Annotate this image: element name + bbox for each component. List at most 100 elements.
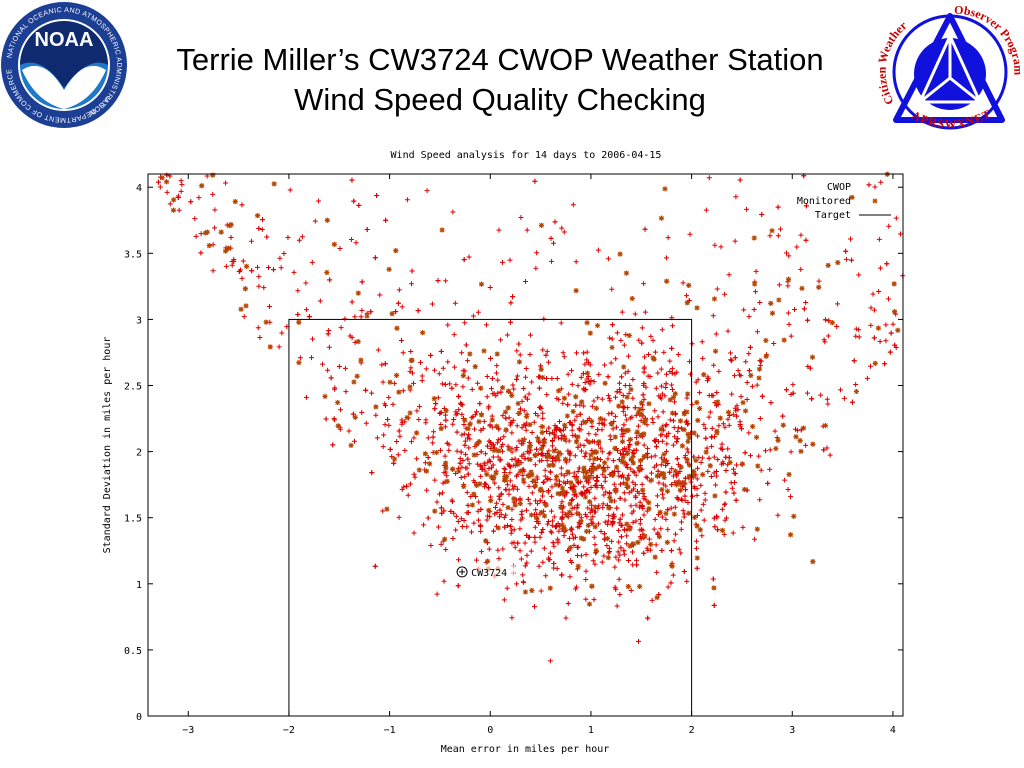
cwop-point (824, 396, 830, 402)
monitored-point (829, 320, 835, 326)
cwop-point (674, 473, 680, 479)
cwop-point (660, 495, 666, 501)
cwop-point (467, 436, 473, 442)
cwop-point (652, 438, 658, 444)
monitored-point (531, 478, 537, 484)
cwop-point (672, 504, 678, 510)
monitored-point (667, 397, 673, 403)
cwop-point (359, 279, 365, 285)
cwop-point (645, 450, 651, 456)
cwop-point (465, 435, 471, 441)
cwop-point (509, 615, 515, 621)
cwop-point (659, 391, 665, 397)
cwop-point (640, 392, 646, 398)
cwop-point (685, 449, 691, 455)
cwop-point (602, 417, 608, 423)
cwop-point (416, 417, 422, 423)
cwop-point (457, 456, 463, 462)
cwop-point (592, 561, 598, 567)
cwop-point (495, 547, 501, 553)
cwop-point (735, 407, 741, 413)
cwop-point (547, 469, 553, 475)
monitored-point (609, 421, 615, 427)
cwop-point (545, 521, 551, 527)
monitored-point (694, 523, 700, 529)
monitored-point (634, 429, 640, 435)
cwop-point (694, 486, 700, 492)
monitored-point (424, 468, 430, 474)
cwop-point (369, 390, 375, 396)
cwop-point (663, 483, 669, 489)
cwop-point (714, 389, 720, 395)
cwop-point (654, 462, 660, 468)
cwop-point (818, 392, 824, 398)
cwop-point (729, 485, 735, 491)
cwop-point (712, 242, 718, 248)
cwop-point (651, 438, 657, 444)
cwop-point (695, 433, 701, 439)
cwop-point (320, 361, 326, 367)
cwop-point (259, 227, 265, 233)
highlight-label: CW3724 (471, 568, 507, 579)
cwop-point (715, 456, 721, 462)
cwop-point (440, 480, 446, 486)
cwop-point (551, 561, 557, 567)
cwop-point (549, 508, 555, 514)
monitored-point (164, 179, 170, 185)
cwop-point (649, 597, 655, 603)
x-tick-label: −1 (384, 725, 396, 736)
cwop-point (628, 588, 634, 594)
cwop-point (498, 337, 504, 343)
cwop-point (768, 400, 774, 406)
cwop-point (679, 497, 685, 503)
cwop-point (352, 438, 358, 444)
monitored-point (210, 172, 216, 178)
cwop-point (522, 456, 528, 462)
cwop-point (549, 443, 555, 449)
monitored-point (617, 251, 623, 257)
cwop-point (788, 449, 794, 455)
cwop-point (659, 383, 665, 389)
monitored-point (525, 473, 531, 479)
cwop-point (642, 226, 648, 232)
cwop-point (671, 425, 677, 431)
cwop-point (616, 473, 622, 479)
monitored-point (170, 207, 176, 213)
cwop-point (711, 454, 717, 460)
cwop-point (386, 394, 392, 400)
monitored-point (605, 536, 611, 542)
monitored-point (537, 487, 543, 493)
cwop-point (299, 234, 305, 240)
cwop-point (390, 401, 396, 407)
y-tick-label: 1.5 (124, 514, 142, 525)
monitored-point (629, 296, 635, 302)
cwop-point (568, 485, 574, 491)
x-axis-ticks: −3 −2 −1 0 1 2 3 4 (182, 174, 896, 736)
cwop-point (495, 390, 501, 396)
cwop-point (389, 454, 395, 460)
monitored-point (516, 410, 522, 416)
cwop-point (559, 499, 565, 505)
cwop-point (178, 188, 184, 194)
monitored-point (443, 465, 449, 471)
cwop-point (654, 493, 660, 499)
cwop-point (400, 350, 406, 356)
monitored-point (579, 399, 585, 405)
cwop-point (638, 516, 644, 522)
cwop-point (576, 425, 582, 431)
cwop-point (358, 314, 364, 320)
cwop-point (533, 265, 539, 271)
cwop-point (785, 486, 791, 492)
cwop-point (551, 565, 557, 571)
monitored-point (654, 473, 660, 479)
x-tick-label: −3 (182, 725, 194, 736)
monitored-point (570, 409, 576, 415)
cwop-point (698, 482, 704, 488)
cwop-point (400, 388, 406, 394)
cwop-point (786, 321, 792, 327)
cwop-point (441, 578, 447, 584)
cwop-point (678, 550, 684, 556)
cwop-point (349, 177, 355, 183)
monitored-point (471, 452, 477, 458)
cwop-point (522, 563, 528, 569)
